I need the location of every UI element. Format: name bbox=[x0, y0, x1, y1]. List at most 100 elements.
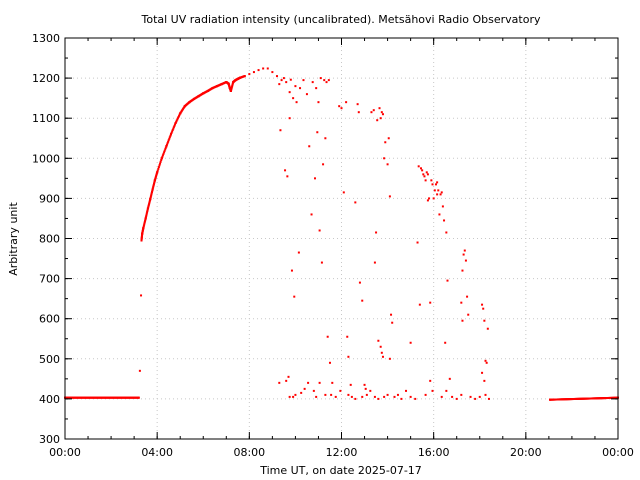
data-point bbox=[153, 179, 156, 182]
data-point bbox=[310, 213, 313, 216]
data-point bbox=[440, 191, 443, 194]
data-point bbox=[320, 261, 323, 264]
data-point bbox=[302, 79, 305, 82]
data-point bbox=[438, 213, 441, 216]
data-point bbox=[381, 113, 384, 116]
data-point bbox=[177, 115, 180, 118]
data-point bbox=[150, 193, 153, 196]
data-point bbox=[305, 93, 308, 96]
data-point bbox=[175, 119, 178, 122]
data-point bbox=[363, 383, 366, 386]
data-point bbox=[144, 218, 147, 221]
data-point bbox=[339, 389, 342, 392]
data-point bbox=[314, 177, 317, 180]
data-point bbox=[414, 397, 417, 400]
data-point bbox=[157, 166, 160, 169]
data-point bbox=[279, 129, 282, 132]
data-point bbox=[441, 205, 444, 208]
data-point bbox=[285, 81, 288, 84]
data-point bbox=[230, 88, 233, 91]
data-point bbox=[484, 359, 487, 362]
data-point bbox=[145, 212, 148, 215]
data-point bbox=[155, 173, 158, 176]
data-point bbox=[152, 183, 155, 186]
data-point bbox=[143, 223, 146, 226]
data-point bbox=[377, 339, 380, 342]
data-point bbox=[287, 375, 290, 378]
data-point bbox=[163, 151, 166, 154]
data-point bbox=[384, 141, 387, 144]
data-point bbox=[149, 198, 152, 201]
data-point bbox=[373, 395, 376, 398]
data-point bbox=[152, 185, 155, 188]
data-point bbox=[365, 393, 368, 396]
data-point bbox=[158, 164, 161, 167]
data-point bbox=[153, 181, 156, 184]
x-tick-label: 00:00 bbox=[49, 446, 81, 459]
data-point bbox=[429, 379, 432, 382]
data-point bbox=[451, 395, 454, 398]
data-point bbox=[393, 395, 396, 398]
data-point bbox=[327, 79, 330, 82]
data-point bbox=[145, 214, 148, 217]
data-point bbox=[152, 182, 155, 185]
data-point bbox=[168, 137, 171, 140]
data-point bbox=[419, 167, 422, 170]
data-point bbox=[162, 152, 165, 155]
data-point bbox=[290, 269, 293, 272]
data-point bbox=[159, 162, 162, 165]
data-point bbox=[445, 231, 448, 234]
data-point bbox=[167, 139, 170, 142]
data-point bbox=[349, 383, 352, 386]
data-point bbox=[391, 321, 394, 324]
data-point bbox=[328, 361, 331, 364]
data-point bbox=[483, 319, 486, 322]
y-tick-label: 400 bbox=[39, 393, 60, 406]
data-point bbox=[231, 83, 234, 86]
data-point bbox=[172, 126, 175, 129]
data-point bbox=[146, 207, 149, 210]
data-point bbox=[426, 173, 429, 176]
data-point bbox=[347, 355, 350, 358]
data-point bbox=[331, 381, 334, 384]
data-point bbox=[144, 217, 147, 220]
data-point bbox=[150, 192, 153, 195]
data-point bbox=[308, 145, 311, 148]
data-point bbox=[147, 206, 150, 209]
data-point bbox=[376, 119, 379, 122]
data-point bbox=[140, 294, 143, 297]
data-point bbox=[167, 140, 170, 143]
data-point bbox=[142, 227, 145, 230]
data-point bbox=[142, 224, 145, 227]
data-point bbox=[388, 195, 391, 198]
data-point bbox=[440, 395, 443, 398]
data-point bbox=[354, 397, 357, 400]
data-point bbox=[431, 183, 434, 186]
data-point bbox=[161, 154, 164, 157]
data-point bbox=[381, 355, 384, 358]
data-point bbox=[423, 175, 426, 178]
data-point bbox=[293, 295, 296, 298]
data-point bbox=[446, 279, 449, 282]
y-tick-label: 600 bbox=[39, 313, 60, 326]
data-point bbox=[324, 393, 327, 396]
data-point bbox=[342, 191, 345, 194]
data-points bbox=[64, 67, 619, 401]
data-point bbox=[434, 183, 437, 186]
x-tick-label: 16:00 bbox=[418, 446, 450, 459]
data-point bbox=[307, 381, 310, 384]
y-axis-title: Arbitrary unit bbox=[7, 202, 20, 276]
y-tick-label: 1000 bbox=[32, 152, 60, 165]
data-point bbox=[356, 103, 359, 106]
data-point bbox=[149, 196, 152, 199]
data-point bbox=[361, 395, 364, 398]
data-point bbox=[354, 201, 357, 204]
data-point bbox=[340, 107, 343, 110]
data-point bbox=[439, 193, 442, 196]
data-point bbox=[176, 117, 179, 120]
data-point bbox=[380, 111, 383, 114]
data-point bbox=[147, 205, 150, 208]
data-point bbox=[421, 169, 424, 172]
data-point bbox=[151, 187, 154, 190]
data-point bbox=[154, 177, 157, 180]
